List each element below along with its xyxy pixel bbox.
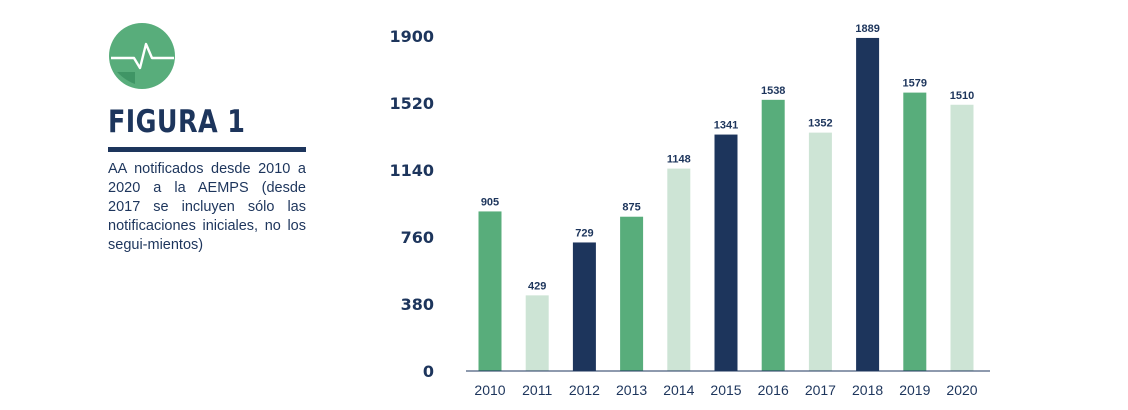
data-label-2016: 1538 (761, 85, 785, 97)
bar-2014 (667, 168, 691, 371)
x-tick-label-2010: 2010 (474, 382, 505, 398)
x-tick-label-2014: 2014 (663, 382, 694, 398)
x-tick-label-2015: 2015 (710, 382, 741, 398)
bar-2010 (478, 211, 502, 371)
bars (478, 37, 974, 372)
data-label-2018: 1889 (855, 23, 879, 35)
data-label-2014: 1148 (667, 154, 691, 166)
data-label-2010: 905 (481, 196, 499, 208)
bar-2016 (761, 99, 785, 371)
x-tick-label-2019: 2019 (899, 382, 930, 398)
x-axis-ticks: 2010 2011 2012 2013 2014 2015 2016 2017 2018 2019… (474, 382, 977, 398)
x-tick-label-2011: 2011 (522, 382, 552, 398)
x-tick-label-2013: 2013 (616, 382, 647, 398)
data-labels: 905 429 729 875 1148 1341 1538 1352 1889 1579 1510 (481, 23, 974, 292)
figure-caption: AA notificados desde 2010 a 2020 a la AE… (108, 161, 306, 253)
y-tick-label: 380 (401, 295, 434, 314)
y-tick-label: 760 (401, 228, 434, 247)
x-tick-label-2018: 2018 (852, 382, 883, 398)
data-label-2011: 429 (528, 280, 546, 292)
heartbeat-icon (109, 23, 175, 89)
x-tick-label-2016: 2016 (758, 382, 789, 398)
data-label-2017: 1352 (808, 118, 832, 130)
y-tick-label: 1900 (389, 27, 434, 46)
y-axis-ticks: 0 380 760 1140 1520 1900 (389, 27, 434, 381)
x-tick-label-2017: 2017 (805, 382, 836, 398)
x-tick-label-2020: 2020 (946, 382, 977, 398)
bar-2012 (572, 242, 596, 371)
y-tick-label: 0 (423, 362, 434, 381)
bar-2015 (714, 134, 738, 371)
bar-2018 (856, 37, 880, 371)
data-label-2019: 1579 (903, 78, 927, 90)
figure-title: FIGURA 1 (108, 104, 246, 140)
y-tick-label: 1140 (389, 161, 434, 180)
y-tick-label: 1520 (389, 94, 434, 113)
bar-2017 (808, 132, 832, 371)
data-label-2013: 875 (622, 202, 640, 214)
data-label-2015: 1341 (714, 120, 738, 132)
bar-2020 (950, 104, 974, 372)
bar-2013 (620, 216, 644, 371)
bar-2011 (525, 295, 549, 371)
data-label-2012: 729 (575, 227, 593, 239)
x-tick-label-2012: 2012 (569, 382, 600, 398)
title-divider (108, 147, 306, 152)
data-label-2020: 1510 (950, 90, 974, 102)
bar-2019 (903, 92, 927, 372)
